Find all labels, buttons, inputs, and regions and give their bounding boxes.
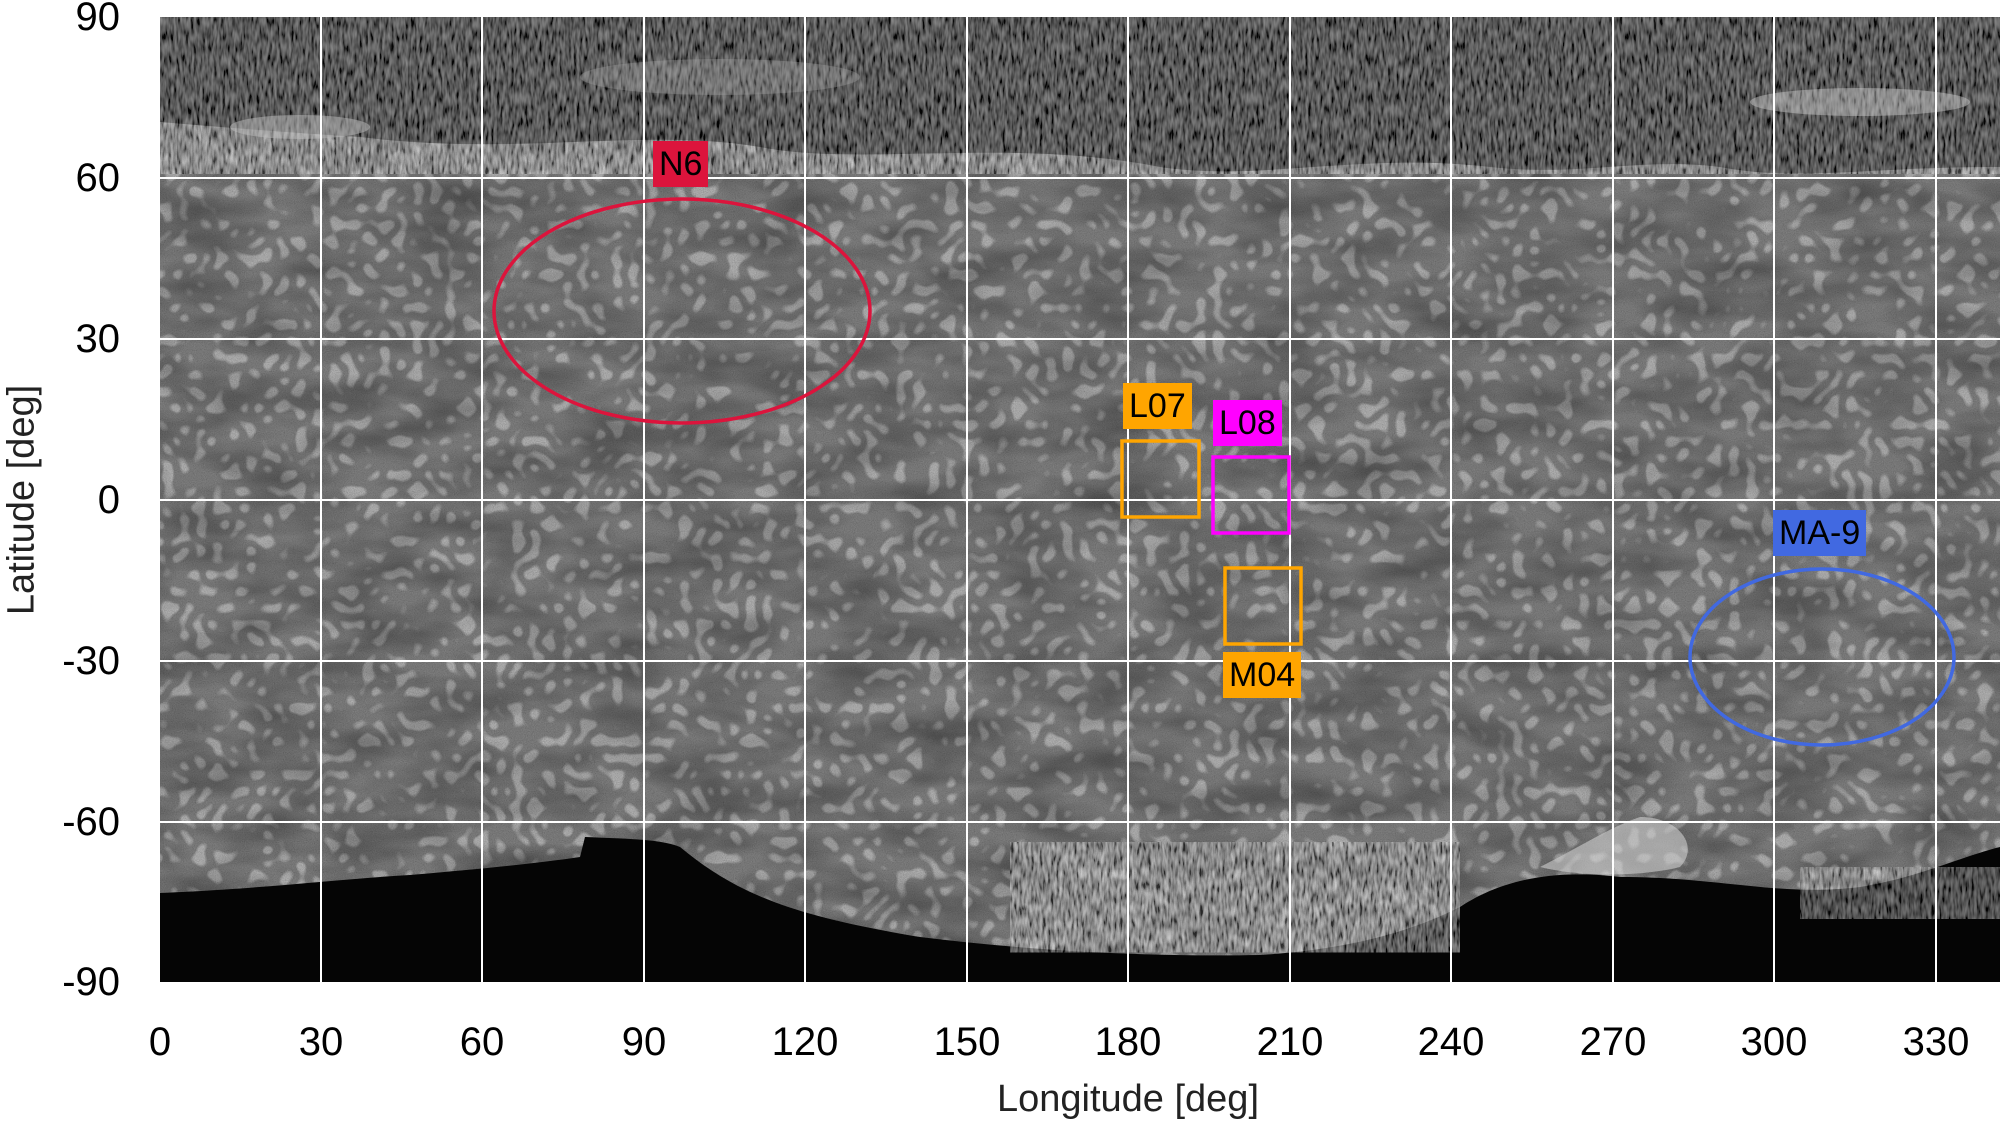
x-tick-120: 120 [771, 1020, 839, 1064]
x-tick-270: 270 [1579, 1020, 1647, 1064]
x-tick-150: 150 [933, 1020, 1001, 1064]
m04-region-box [1223, 566, 1303, 646]
x-tick-300: 300 [1740, 1020, 1808, 1064]
north-polar-region [160, 17, 2000, 174]
l08-region-label: L08 [1213, 400, 1282, 446]
y-tick-0: 0 [97, 478, 120, 522]
x-tick-0: 0 [148, 1020, 172, 1064]
south-polar-region [160, 817, 2000, 982]
x-axis-label: Longitude [deg] [996, 1078, 1260, 1120]
surface-map-image [160, 17, 2000, 982]
m04-region-label: M04 [1223, 652, 1302, 698]
y-tick-60: 60 [75, 156, 121, 200]
ma9-region-ellipse [1688, 567, 1956, 747]
y-tick-minus-90: -90 [62, 960, 120, 1004]
y-tick-90: 90 [75, 0, 121, 39]
y-tick-30: 30 [75, 317, 121, 361]
y-tick-minus-60: -60 [62, 800, 120, 844]
n6-region-ellipse [492, 197, 872, 425]
l07-region-box [1120, 439, 1201, 519]
ma9-region-label: MA-9 [1773, 510, 1867, 556]
l07-region-label: L07 [1123, 383, 1192, 429]
grid-lines [160, 17, 2000, 982]
l08-region-box [1211, 455, 1291, 535]
x-tick-30: 30 [298, 1020, 344, 1064]
n6-region-label: N6 [653, 141, 709, 187]
surface-map-plot: N6 L07 L08 M04 MA-9 [160, 17, 2000, 982]
y-tick-minus-30: -30 [62, 639, 120, 683]
x-tick-240: 240 [1417, 1020, 1485, 1064]
x-tick-90: 90 [621, 1020, 667, 1064]
x-tick-210: 210 [1256, 1020, 1324, 1064]
x-tick-180: 180 [1094, 1020, 1162, 1064]
y-axis-label: Latitude [deg] [0, 384, 43, 616]
x-tick-60: 60 [459, 1020, 505, 1064]
x-tick-330: 330 [1902, 1020, 1970, 1064]
